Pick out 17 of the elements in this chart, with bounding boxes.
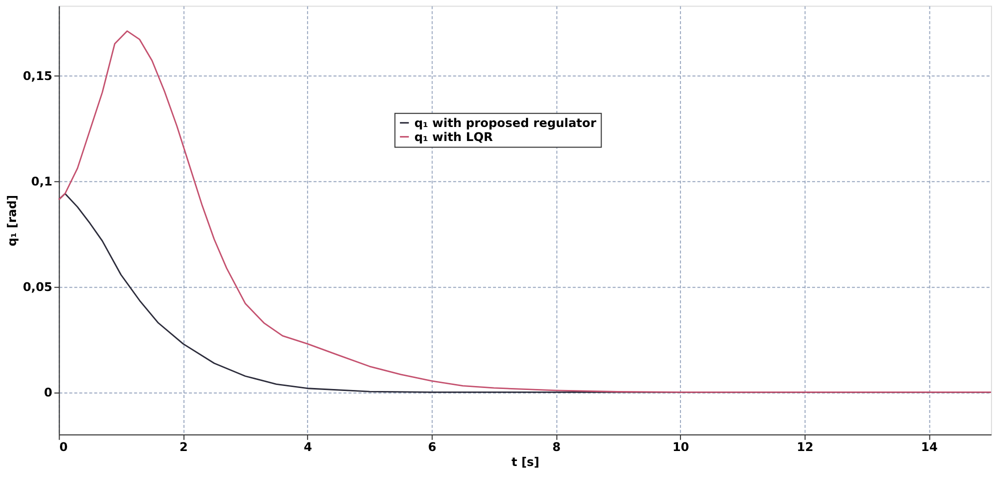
y-axis-title: q₁ [rad] [4, 194, 19, 246]
line-series [58, 30, 992, 393]
legend-label: q₁ with LQR [414, 130, 493, 144]
y-tick-label: 0 [44, 386, 52, 400]
x-tick-label: 14 [921, 440, 938, 454]
x-tick-label: 6 [428, 440, 436, 454]
y-tick-label: 0,15 [22, 68, 52, 83]
x-axis-title: t [s] [511, 454, 540, 469]
legend-label: q₁ with proposed regulator [414, 116, 596, 130]
x-tick-label: 12 [796, 440, 814, 454]
x-tick-label: 0 [59, 440, 68, 454]
x-tick-label: 4 [304, 440, 312, 454]
x-tick-label: 8 [552, 440, 561, 454]
x-tick-label: 2 [179, 440, 188, 454]
x-tick-label: 10 [672, 440, 690, 454]
y-tick-label: 0,05 [22, 280, 52, 294]
y-tick-label: 0,1 [31, 174, 52, 188]
